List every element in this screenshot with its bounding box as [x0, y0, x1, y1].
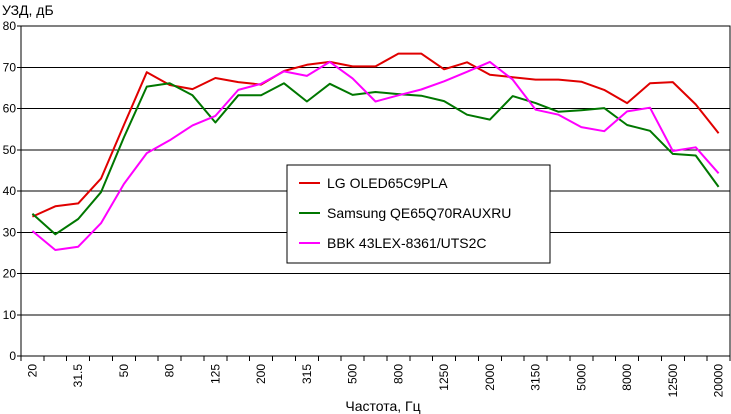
y-tick-label: 60	[3, 102, 17, 116]
y-tick-label: 20	[3, 267, 17, 281]
x-tick-label: 31.5	[71, 364, 85, 388]
x-axis-ticks: 20 31.5 50 80 125 200 315 500 800 1250 2000 3150 500…	[20, 356, 731, 398]
x-tick-label: 125	[208, 364, 222, 384]
x-tick-label: 80	[163, 364, 177, 378]
y-axis-ticks: 0 10 20 30 40 50 60 70 80	[3, 19, 21, 363]
series-line-0	[31, 52, 720, 218]
x-tick-label: 12500	[666, 364, 680, 398]
x-tick-label: 20000	[712, 364, 726, 398]
y-axis-label: УЗД, дБ	[2, 2, 54, 18]
legend-label-0: LG OLED65C9PLA	[327, 175, 448, 191]
legend-box	[286, 164, 551, 264]
series-line-1	[31, 82, 720, 236]
y-tick-label: 50	[3, 143, 17, 157]
x-tick-label: 2000	[483, 364, 497, 391]
y-tick-label: 70	[3, 60, 17, 74]
x-tick-label: 200	[254, 364, 268, 384]
legend-label-1: Samsung QE65Q70RAUXRU	[327, 205, 511, 221]
x-tick-label: 500	[346, 364, 360, 384]
x-tick-label: 800	[391, 364, 405, 384]
y-tick-label: 80	[3, 19, 17, 33]
x-axis-label: Частота, Гц	[345, 398, 420, 414]
y-tick-label: 30	[3, 225, 17, 239]
y-tick-label: 0	[9, 349, 16, 363]
y-tick-label: 40	[3, 184, 17, 198]
legend-label-2: BBK 43LEX-8361/UTS2C	[327, 235, 487, 251]
x-tick-label: 8000	[620, 364, 634, 391]
x-tick-label: 1250	[437, 364, 451, 391]
legend: LG OLED65C9PLA Samsung QE65Q70RAUXRU BBK 4…	[286, 164, 551, 264]
series-line-2	[31, 60, 720, 251]
x-tick-label: 3150	[529, 364, 543, 391]
x-tick-label: 315	[300, 364, 314, 384]
x-tick-label: 20	[25, 364, 39, 378]
series-lines	[31, 52, 720, 251]
x-tick-label: 50	[117, 364, 131, 378]
y-tick-label: 10	[3, 308, 17, 322]
x-tick-label: 5000	[574, 364, 588, 391]
